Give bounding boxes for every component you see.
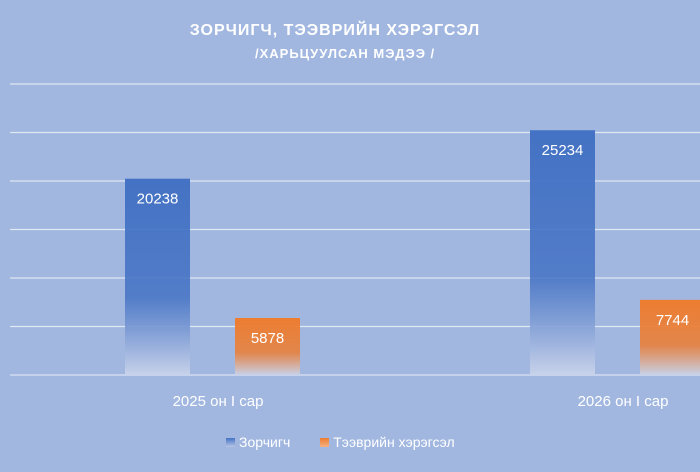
legend-item-vehicles: Тээврийн хэрэгсэл bbox=[320, 434, 455, 450]
x-tick-label: 2025 он I сар bbox=[173, 393, 264, 410]
legend-swatch-vehicles bbox=[320, 437, 330, 447]
bar-vehicles bbox=[235, 317, 300, 375]
data-label: 25234 bbox=[542, 142, 584, 159]
chart-title: ЗОРЧИГЧ, ТЭЭВРИЙН ХЭРЭГСЭЛ bbox=[189, 22, 481, 39]
legend-item-passengers: Зорчигч bbox=[226, 434, 290, 450]
data-label: 20238 bbox=[137, 191, 179, 208]
chart-subtitle: /ХАРЬЦУУЛСАН МЭДЭЭ / bbox=[255, 46, 436, 61]
data-label: 5878 bbox=[251, 330, 284, 347]
x-tick-label: 2026 он I сар bbox=[578, 393, 669, 410]
data-label: 7744 bbox=[656, 312, 689, 329]
bar-passengers bbox=[530, 130, 595, 375]
bar-passengers bbox=[125, 178, 190, 375]
legend-label-passengers: Зорчигч bbox=[239, 434, 291, 450]
legend: Зорчигч Тээврийн хэрэгсэл bbox=[226, 434, 455, 450]
bar-vehicles bbox=[640, 299, 700, 375]
legend-label-vehicles: Тээврийн хэрэгсэл bbox=[333, 434, 455, 450]
legend-swatch-passengers bbox=[226, 437, 235, 447]
